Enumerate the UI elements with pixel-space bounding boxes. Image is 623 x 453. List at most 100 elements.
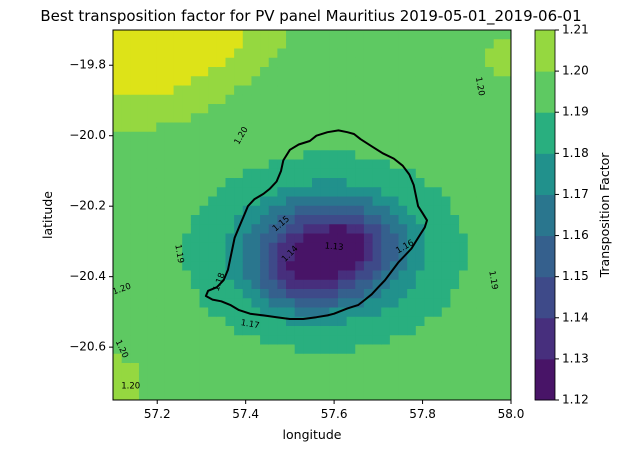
- heatmap-cell: [156, 178, 166, 188]
- heatmap-cell: [199, 316, 209, 327]
- heatmap-cell: [260, 353, 270, 364]
- heatmap-cell: [147, 353, 157, 364]
- heatmap-cell: [208, 67, 218, 77]
- heatmap-cell: [251, 94, 261, 105]
- heatmap-cell: [138, 48, 149, 59]
- heatmap-cell: [156, 205, 166, 216]
- heatmap-cell: [260, 381, 270, 392]
- heatmap-cell: [260, 196, 270, 207]
- heatmap-cell: [113, 298, 123, 309]
- heatmap-cell: [234, 298, 244, 309]
- heatmap-cell: [147, 344, 157, 355]
- heatmap-cell: [216, 233, 227, 244]
- heatmap-cell: [433, 261, 443, 272]
- heatmap-cell: [381, 113, 391, 124]
- heatmap-cell: [476, 353, 486, 364]
- heatmap-cell: [182, 344, 192, 355]
- heatmap-cell: [156, 289, 166, 299]
- heatmap-cell: [303, 242, 313, 253]
- heatmap-cell: [216, 168, 227, 179]
- heatmap-cell: [147, 196, 157, 207]
- heatmap-cell: [450, 113, 460, 124]
- heatmap-cell: [312, 252, 322, 262]
- heatmap-cell: [476, 67, 486, 77]
- heatmap-cell: [286, 353, 296, 364]
- heatmap-cell: [138, 326, 149, 336]
- heatmap-cell: [459, 30, 469, 40]
- heatmap-cell: [277, 335, 287, 346]
- heatmap-cell: [502, 187, 511, 198]
- heatmap-cell: [363, 242, 374, 253]
- heatmap-cell: [415, 196, 426, 207]
- heatmap-cell: [121, 57, 131, 68]
- heatmap-cell: [260, 178, 270, 188]
- heatmap-cell: [268, 57, 278, 68]
- heatmap-cell: [216, 187, 227, 198]
- heatmap-cell: [329, 316, 339, 327]
- heatmap-cell: [459, 390, 469, 400]
- heatmap-cell: [286, 113, 296, 124]
- heatmap-cell: [493, 131, 503, 142]
- heatmap-cell: [407, 104, 417, 114]
- heatmap-cell: [407, 159, 417, 170]
- heatmap-cell: [493, 57, 503, 68]
- heatmap-cell: [467, 141, 477, 151]
- heatmap-cell: [467, 67, 477, 77]
- heatmap-cell: [190, 94, 201, 105]
- heatmap-cell: [381, 104, 391, 114]
- heatmap-cell: [337, 205, 348, 216]
- heatmap-cell: [260, 279, 270, 290]
- heatmap-cell: [424, 168, 434, 179]
- heatmap-cell: [493, 48, 503, 59]
- heatmap-cell: [355, 141, 365, 151]
- heatmap-field: [113, 30, 511, 400]
- heatmap-cell: [363, 57, 374, 68]
- heatmap-cell: [208, 131, 218, 142]
- heatmap-cell: [294, 57, 304, 68]
- heatmap-cell: [337, 94, 348, 105]
- heatmap-cell: [381, 233, 391, 244]
- heatmap-cell: [251, 159, 261, 170]
- heatmap-cell: [268, 76, 278, 87]
- heatmap-cell: [147, 289, 157, 299]
- heatmap-cell: [277, 289, 287, 299]
- heatmap-cell: [389, 94, 400, 105]
- heatmap-cell: [485, 390, 495, 400]
- heatmap-cell: [355, 94, 365, 105]
- heatmap-cell: [337, 381, 348, 392]
- heatmap-cell: [156, 298, 166, 309]
- heatmap-cell: [320, 205, 330, 216]
- heatmap-cell: [138, 150, 149, 161]
- heatmap-cell: [294, 85, 304, 96]
- colorbar-swatch: [535, 276, 555, 319]
- heatmap-cell: [407, 57, 417, 68]
- heatmap-cell: [346, 122, 356, 133]
- heatmap-cell: [182, 261, 192, 272]
- heatmap-cell: [130, 353, 140, 364]
- heatmap-cell: [156, 270, 166, 281]
- heatmap-cell: [164, 150, 175, 161]
- heatmap-cell: [329, 76, 339, 87]
- heatmap-cell: [173, 205, 183, 216]
- heatmap-cell: [199, 94, 209, 105]
- heatmap-cell: [441, 289, 452, 299]
- heatmap-cell: [337, 372, 348, 383]
- heatmap-cell: [389, 187, 400, 198]
- heatmap-cell: [268, 131, 278, 142]
- heatmap-cell: [147, 178, 157, 188]
- heatmap-cell: [381, 48, 391, 59]
- heatmap-cell: [113, 242, 123, 253]
- heatmap-cell: [294, 344, 304, 355]
- heatmap-cell: [121, 289, 131, 299]
- heatmap-cell: [199, 252, 209, 262]
- heatmap-cell: [337, 307, 348, 318]
- heatmap-cell: [459, 76, 469, 87]
- heatmap-cell: [173, 353, 183, 364]
- heatmap-cell: [234, 76, 244, 87]
- heatmap-cell: [251, 131, 261, 142]
- heatmap-cell: [415, 270, 426, 281]
- heatmap-cell: [493, 298, 503, 309]
- heatmap-cell: [450, 122, 460, 133]
- heatmap-cell: [208, 353, 218, 364]
- heatmap-cell: [147, 381, 157, 392]
